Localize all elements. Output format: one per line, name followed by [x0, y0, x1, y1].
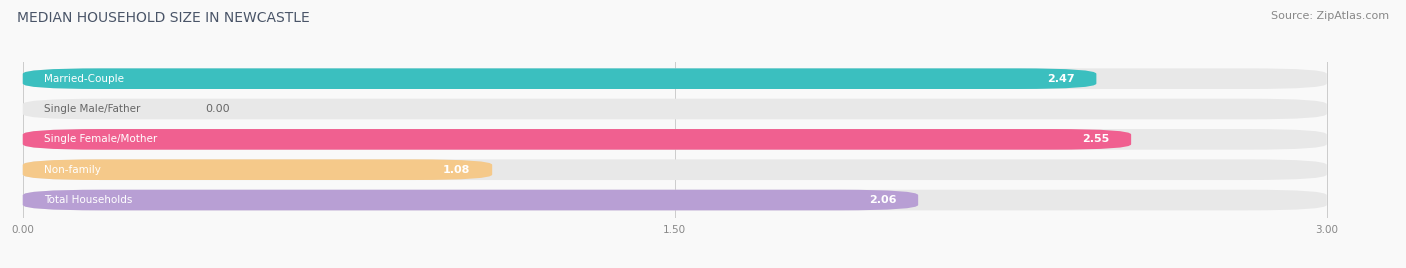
FancyBboxPatch shape	[22, 159, 492, 180]
FancyBboxPatch shape	[22, 129, 1327, 150]
FancyBboxPatch shape	[22, 190, 918, 210]
Text: Source: ZipAtlas.com: Source: ZipAtlas.com	[1271, 11, 1389, 21]
Text: Single Male/Father: Single Male/Father	[45, 104, 141, 114]
Text: 0.00: 0.00	[205, 104, 231, 114]
Text: 1.08: 1.08	[443, 165, 471, 175]
FancyBboxPatch shape	[22, 99, 1327, 119]
Text: Single Female/Mother: Single Female/Mother	[45, 134, 157, 144]
Text: Married-Couple: Married-Couple	[45, 74, 125, 84]
FancyBboxPatch shape	[22, 68, 1097, 89]
Text: 2.47: 2.47	[1047, 74, 1074, 84]
Text: 2.55: 2.55	[1083, 134, 1109, 144]
FancyBboxPatch shape	[22, 129, 1132, 150]
FancyBboxPatch shape	[22, 159, 1327, 180]
Text: MEDIAN HOUSEHOLD SIZE IN NEWCASTLE: MEDIAN HOUSEHOLD SIZE IN NEWCASTLE	[17, 11, 309, 25]
FancyBboxPatch shape	[22, 190, 1327, 210]
Text: 2.06: 2.06	[869, 195, 897, 205]
FancyBboxPatch shape	[22, 68, 1327, 89]
Text: Total Households: Total Households	[45, 195, 132, 205]
Text: Non-family: Non-family	[45, 165, 101, 175]
